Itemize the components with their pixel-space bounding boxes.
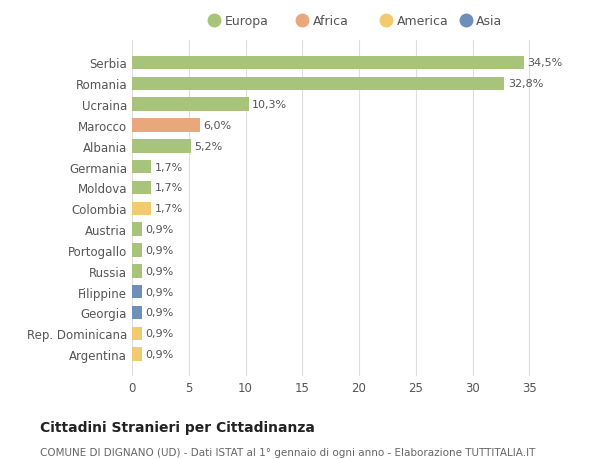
Text: 5,2%: 5,2% — [194, 141, 223, 151]
Bar — [132, 140, 191, 153]
Text: 0,9%: 0,9% — [146, 266, 174, 276]
Text: 1,7%: 1,7% — [155, 183, 183, 193]
Bar — [132, 161, 151, 174]
Bar — [132, 119, 200, 133]
Text: America: America — [397, 15, 448, 28]
Text: Europa: Europa — [224, 15, 268, 28]
Text: 1,7%: 1,7% — [155, 204, 183, 214]
Bar — [132, 327, 142, 341]
Bar — [132, 56, 524, 70]
Text: 1,7%: 1,7% — [155, 162, 183, 172]
Text: 0,9%: 0,9% — [146, 308, 174, 318]
Text: 10,3%: 10,3% — [253, 100, 287, 110]
Bar — [132, 202, 151, 216]
Text: 34,5%: 34,5% — [527, 58, 562, 68]
Text: 0,9%: 0,9% — [146, 329, 174, 339]
Bar — [132, 244, 142, 257]
Text: Africa: Africa — [313, 15, 349, 28]
Bar — [132, 306, 142, 319]
Bar — [132, 285, 142, 299]
Bar — [132, 98, 249, 112]
Bar — [132, 264, 142, 278]
Text: 0,9%: 0,9% — [146, 224, 174, 235]
Text: 0,9%: 0,9% — [146, 246, 174, 255]
Text: Cittadini Stranieri per Cittadinanza: Cittadini Stranieri per Cittadinanza — [40, 420, 314, 434]
Text: 0,9%: 0,9% — [146, 287, 174, 297]
Text: 32,8%: 32,8% — [508, 79, 543, 89]
Bar — [132, 223, 142, 236]
Bar — [132, 347, 142, 361]
Text: 0,9%: 0,9% — [146, 349, 174, 359]
Text: Asia: Asia — [476, 15, 503, 28]
Text: 6,0%: 6,0% — [203, 121, 232, 131]
Bar — [132, 181, 151, 195]
Bar — [132, 77, 505, 91]
Text: COMUNE DI DIGNANO (UD) - Dati ISTAT al 1° gennaio di ogni anno - Elaborazione TU: COMUNE DI DIGNANO (UD) - Dati ISTAT al 1… — [40, 447, 535, 457]
